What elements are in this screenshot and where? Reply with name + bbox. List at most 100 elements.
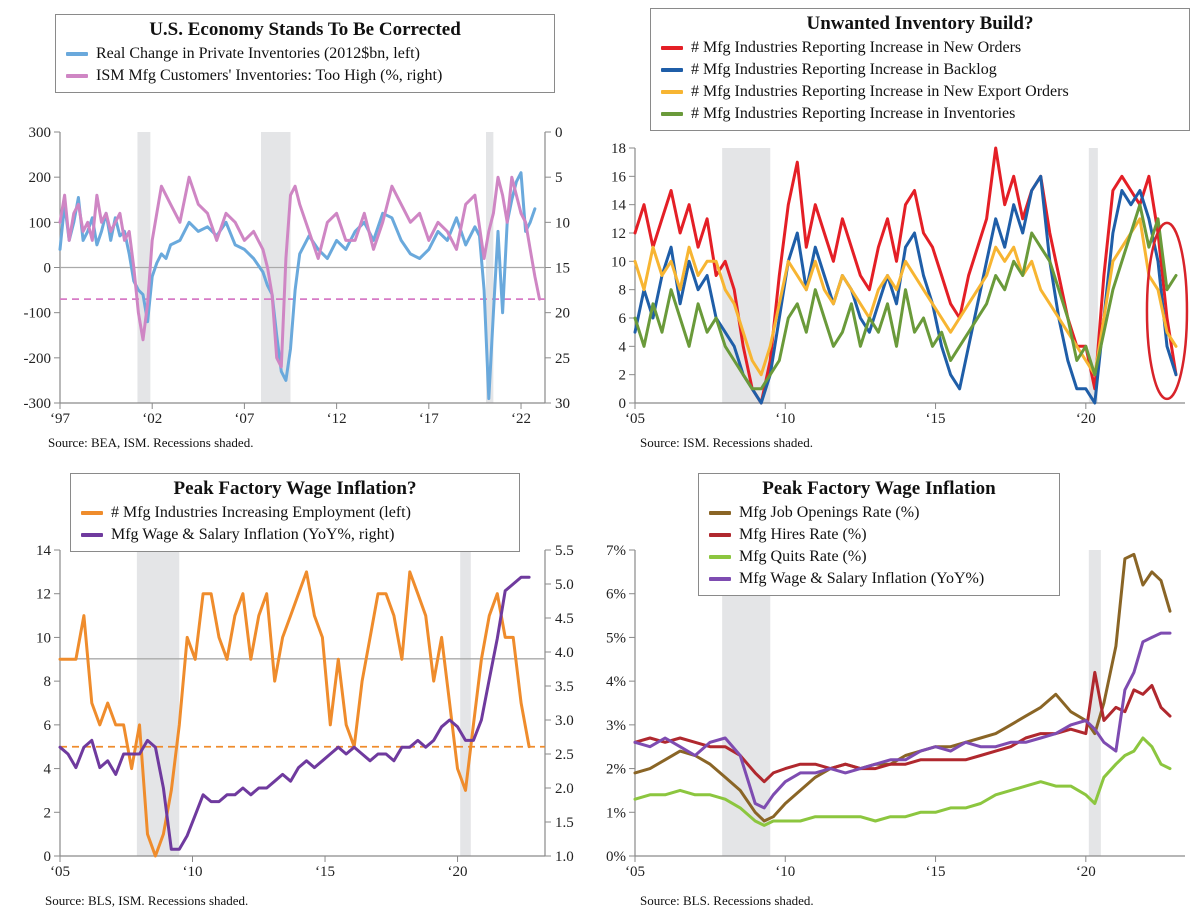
legend-label: # Mfg Industries Increasing Employment (… [111,504,411,521]
x-tick-label: ‘15 [315,864,335,880]
series-line-4 [633,631,1172,810]
y-tick-label: -300 [24,396,52,412]
y-tick-label: 10 [611,254,626,270]
y-tick-label-right: 2.0 [555,781,574,797]
y-tick-label-right: 5.0 [555,577,574,593]
y-tick-label-right: 4.0 [555,645,574,661]
chart-panel-wage-inflation-employment: ‘05 ‘10 ‘15 ‘20 0 2 4 6 8 10 12 14 1.0 1.5 2.0 2.5 3.0 3.… [0,459,600,918]
legend-label: Real Change in Private Inventories (2012… [96,45,420,62]
x-tick-label: ‘12 [327,411,347,427]
legend-swatch [661,68,683,72]
legend-item: Mfg Hires Rate (%) [709,524,1049,546]
y-tick-label: 5% [606,630,626,646]
y-tick-label: 12 [611,226,626,242]
highlight-ellipse [1145,221,1189,401]
y-tick-label: 0 [44,849,52,865]
legend-p4: Peak Factory Wage Inflation Mfg Job Open… [698,473,1060,596]
legend-swatch [709,511,731,515]
series-line-3 [633,217,1178,377]
legend-item: Mfg Wage & Salary Inflation (YoY%, right… [81,524,509,546]
x-tick-label: ‘22 [511,411,531,427]
legend-swatch [709,577,731,581]
y-tick-label-right: 5.5 [555,543,574,559]
y-tick-label: 8 [619,283,627,299]
chart-title: Peak Factory Wage Inflation? [173,478,417,499]
x-tick-label: ‘20 [1076,864,1096,880]
y-tick-label: 2 [44,805,52,821]
x-tick-label: ‘10 [183,864,203,880]
series-line-4 [633,203,1178,391]
x-tick-label: ‘07 [234,411,254,427]
y-tick-label: 6 [619,311,627,327]
legend-swatch [661,46,683,50]
legend-item: # Mfg Industries Reporting Increase in N… [661,81,1179,103]
legend-swatch [66,74,88,78]
source-note: Source: BLS. Recessions shaded. [640,893,814,908]
legend-item: # Mfg Industries Reporting Increase in B… [661,59,1179,81]
x-tick-label: ‘05 [625,864,645,880]
legend-label: # Mfg Industries Reporting Increase in N… [691,39,1022,56]
y-tick-label: 3% [606,718,626,734]
y-tick-label: 4 [44,762,52,778]
y-tick-label: 10 [36,630,51,646]
chart-title: Unwanted Inventory Build? [806,13,1034,34]
y-tick-label-right: 3.5 [555,679,574,695]
series-line-2 [58,175,541,369]
legend-label: # Mfg Industries Reporting Increase in I… [691,105,1016,122]
legend-label: Mfg Wage & Salary Inflation (YoY%, right… [111,526,395,543]
y-tick-label: 4% [606,674,626,690]
y-tick-label: 14 [611,198,627,214]
y-tick-label: 18 [611,141,626,157]
x-tick-label: ‘10 [775,411,795,427]
chart-title: Peak Factory Wage Inflation [762,478,996,499]
chart-panel-inventories: ‘97 ‘02 ‘07 ‘12 ‘17 ‘22 -300 -200 -100 0 100 200 300… [0,0,600,459]
legend-label: Mfg Job Openings Rate (%) [739,504,920,521]
y-tick-label-right: 1.0 [555,849,574,865]
y-tick-label: 7% [606,543,626,559]
series-line-1 [58,570,531,858]
y-tick-label: 300 [29,125,52,141]
y-tick-label-right: 30 [555,396,570,412]
y-tick-label-right: 10 [555,215,570,231]
legend-label: Mfg Quits Rate (%) [739,548,867,565]
source-note: Source: BEA, ISM. Recessions shaded. [48,435,254,450]
y-tick-label: 2 [619,368,627,384]
legend-swatch [709,533,731,537]
legend-swatch [81,533,103,537]
legend-swatch [709,555,731,559]
y-tick-label: 200 [29,170,52,186]
recession-shade [136,550,180,856]
y-tick-label: -100 [24,306,52,322]
x-tick-label: ‘15 [926,864,946,880]
recession-shade [722,550,771,856]
y-tick-label-right: 25 [555,351,570,367]
chart-panel-inventory-build: ‘05 ‘10 ‘15 ‘20 0 2 4 6 8 10 12 14 16 18 Unwanted Inv… [600,0,1200,459]
x-tick-label: ‘05 [50,864,70,880]
series-line-2 [633,174,1178,405]
y-tick-label: 1% [606,805,626,821]
chart-panel-labor-rates: ‘05 ‘10 ‘15 ‘20 0% 1% 2% 3% 4% 5% 6% 7% Peak Factor… [600,459,1200,918]
source-note: Source: BLS, ISM. Recessions shaded. [45,893,249,908]
y-tick-label-right: 0 [555,125,563,141]
legend-label: ISM Mfg Customers' Inventories: Too High… [96,67,443,84]
legend-item: Mfg Quits Rate (%) [709,546,1049,568]
chart-inventory-build: ‘05 ‘10 ‘15 ‘20 0 2 4 6 8 10 12 14 16 18 [611,141,1189,427]
x-tick-label: ‘05 [625,411,645,427]
source-note: Source: ISM. Recessions shaded. [640,435,813,450]
legend-p2: Unwanted Inventory Build? # Mfg Industri… [650,8,1190,131]
y-tick-label: 6 [44,718,52,734]
legend-item: Mfg Job Openings Rate (%) [709,502,1049,524]
y-tick-label: 0% [606,849,626,865]
legend-item: # Mfg Industries Increasing Employment (… [81,502,509,524]
recession-shade [460,550,471,856]
legend-p1: U.S. Economy Stands To Be Corrected Real… [55,14,555,93]
legend-label: Mfg Wage & Salary Inflation (YoY%) [739,570,985,587]
legend-p3: Peak Factory Wage Inflation? # Mfg Indus… [70,473,520,552]
x-tick-label: ‘20 [448,864,468,880]
y-tick-label: 4 [619,339,627,355]
y-tick-label-right: 4.5 [555,611,574,627]
legend-swatch [661,112,683,116]
legend-label: # Mfg Industries Reporting Increase in B… [691,61,997,78]
y-tick-label: 12 [36,587,51,603]
x-tick-label: ‘17 [419,411,439,427]
